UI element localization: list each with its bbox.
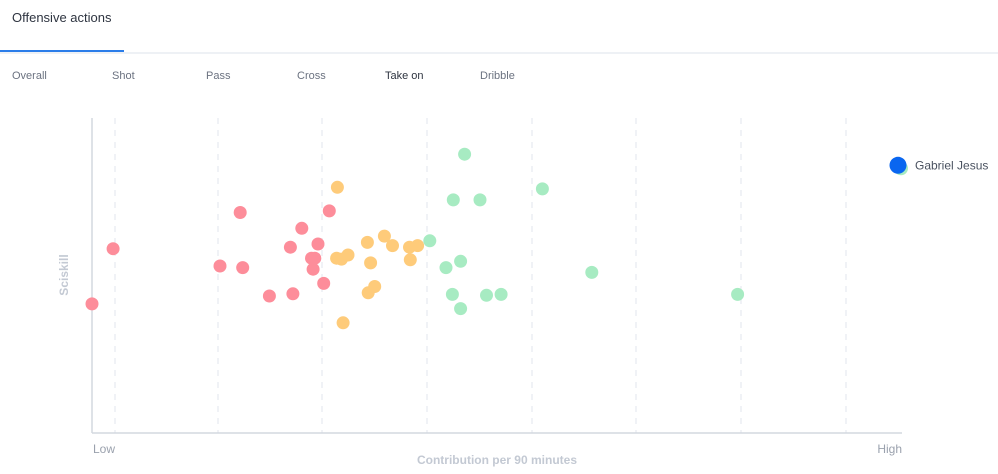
- data-point[interactable]: [336, 316, 350, 330]
- data-point[interactable]: [368, 280, 382, 293]
- tab-bar-divider: [0, 52, 998, 54]
- data-point[interactable]: [377, 229, 391, 243]
- x-axis-title: Contribution per 90 minutes: [417, 453, 577, 467]
- highlight-point[interactable]: [889, 156, 907, 174]
- x-axis-high-label: High: [877, 442, 902, 456]
- x-axis-low-label: Low: [93, 442, 115, 456]
- data-point[interactable]: [454, 254, 468, 268]
- data-point[interactable]: [480, 288, 493, 302]
- data-point[interactable]: [403, 253, 417, 267]
- data-point[interactable]: [317, 276, 331, 290]
- data-point[interactable]: [330, 180, 344, 194]
- data-point[interactable]: [458, 147, 472, 161]
- data-point[interactable]: [439, 261, 453, 275]
- highlight-player-name: Gabriel Jesus: [915, 158, 988, 172]
- data-point[interactable]: [283, 240, 297, 254]
- data-point[interactable]: [306, 262, 320, 276]
- data-point[interactable]: [423, 234, 437, 248]
- data-point[interactable]: [311, 237, 325, 251]
- data-point[interactable]: [535, 182, 549, 196]
- data-point[interactable]: [233, 206, 247, 219]
- subtab-shot[interactable]: Shot: [112, 70, 135, 82]
- subtab-overall[interactable]: Overall: [12, 70, 47, 82]
- data-point[interactable]: [341, 248, 355, 262]
- data-point[interactable]: [411, 239, 425, 253]
- tab-offensive-actions-label: Offensive actions: [12, 10, 112, 25]
- data-point[interactable]: [322, 204, 336, 218]
- tab-offensive-actions[interactable]: Offensive actions: [0, 0, 124, 52]
- highlighted-player[interactable]: Gabriel Jesus: [889, 156, 989, 176]
- chart-grid: [114, 118, 847, 433]
- data-point[interactable]: [386, 239, 399, 253]
- data-point[interactable]: [494, 287, 508, 301]
- data-points: [85, 147, 745, 330]
- subtab-pass[interactable]: Pass: [206, 70, 231, 82]
- subtab-dribble[interactable]: Dribble: [480, 70, 515, 82]
- data-point[interactable]: [473, 193, 487, 207]
- subtab-take-on[interactable]: Take on: [385, 70, 424, 82]
- data-point[interactable]: [295, 221, 309, 235]
- data-point[interactable]: [308, 251, 322, 265]
- data-point[interactable]: [286, 287, 300, 301]
- subtab-cross[interactable]: Cross: [297, 70, 326, 82]
- data-point[interactable]: [585, 265, 599, 279]
- data-point[interactable]: [85, 297, 99, 311]
- data-point[interactable]: [364, 256, 378, 270]
- data-point[interactable]: [445, 287, 459, 301]
- data-point[interactable]: [731, 287, 745, 301]
- data-point[interactable]: [236, 261, 250, 275]
- data-point[interactable]: [454, 302, 468, 316]
- y-axis-title: Sciskill: [57, 254, 71, 295]
- data-point[interactable]: [446, 193, 460, 207]
- data-point[interactable]: [262, 289, 276, 303]
- data-point[interactable]: [213, 259, 227, 273]
- data-point[interactable]: [106, 242, 120, 256]
- data-point[interactable]: [360, 235, 374, 249]
